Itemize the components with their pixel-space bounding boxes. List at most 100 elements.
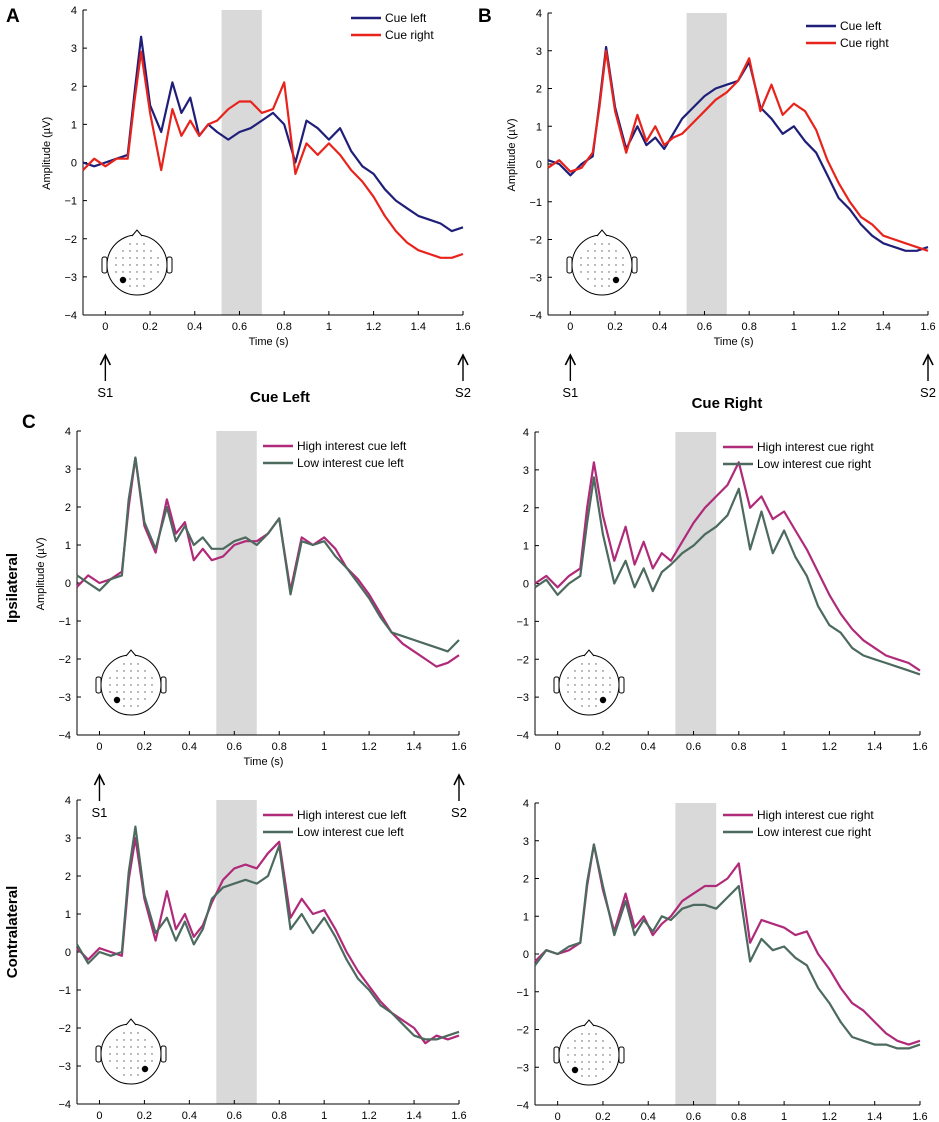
electrode-dot: [129, 285, 131, 287]
electrode-dot: [137, 1053, 139, 1055]
x-tick-label: 0.2: [595, 741, 610, 753]
electrode-dot: [595, 1075, 597, 1077]
y-tick-label: −4: [64, 310, 77, 322]
head-left-ear: [95, 676, 102, 694]
series-line-1: [534, 461, 921, 672]
y-axis-label: Amplitude (µV): [506, 118, 518, 191]
electrode-dot: [601, 243, 603, 245]
electrode-dot: [602, 1047, 604, 1049]
x-tick-label: 0.6: [697, 321, 712, 333]
electrode-dot: [581, 677, 583, 679]
electrode-dot: [144, 698, 146, 700]
electrode-dot: [602, 691, 604, 693]
electrode-dot: [143, 271, 145, 273]
electrode-dot: [116, 1067, 118, 1069]
electrode-dot: [581, 1047, 583, 1049]
x-tick-label: 0.2: [595, 1111, 610, 1122]
series-line-2: [76, 825, 460, 1041]
x-tick-label: 1: [326, 321, 332, 333]
electrode-dot: [136, 250, 138, 252]
electrode-dot: [609, 1047, 611, 1049]
electrode-dot: [609, 1054, 611, 1056]
electrode-dot: [130, 684, 132, 686]
y-tick-label: 2: [71, 81, 77, 93]
column-title-cue-right: Cue Right: [692, 395, 763, 412]
x-tick-label: 1: [321, 741, 327, 753]
electrode-dot: [151, 1046, 153, 1048]
electrode-dot: [137, 1067, 139, 1069]
legend-label-2: Cue right: [840, 36, 889, 50]
electrode-dot: [136, 257, 138, 259]
electrode-dot: [136, 264, 138, 266]
electrode-dot: [137, 670, 139, 672]
electrode-dot: [602, 1054, 604, 1056]
y-tick-label: −4: [58, 1099, 71, 1111]
series-line-1: [76, 836, 460, 1045]
x-tick-label: 1.4: [867, 1111, 882, 1122]
electrode-head-map: [553, 1019, 625, 1086]
electrode-dot: [615, 257, 617, 259]
x-tick-label: 0: [96, 741, 102, 753]
electrode-dot: [137, 698, 139, 700]
x-tick-label: 1: [781, 1111, 787, 1122]
electrode-dot: [130, 1053, 132, 1055]
y-tick-label: −4: [516, 730, 529, 742]
head-nose: [131, 229, 143, 237]
electrode-dot: [129, 271, 131, 273]
y-tick-label: −2: [58, 1023, 71, 1035]
y-tick-label: −1: [529, 197, 542, 209]
electrode-dot: [150, 271, 152, 273]
electrode-dot: [123, 677, 125, 679]
legend-label-2: Low interest cue right: [757, 457, 872, 471]
shaded-interval: [675, 432, 717, 735]
series-line-2: [534, 476, 921, 676]
electrode-dot: [123, 705, 125, 707]
electrode-dot: [581, 670, 583, 672]
y-tick-label: 3: [523, 465, 529, 477]
electrode-head-map: [553, 649, 625, 716]
electrode-dot: [130, 1074, 132, 1076]
electrode-dot: [594, 250, 596, 252]
electrode-dot: [116, 1053, 118, 1055]
head-left-ear: [566, 256, 573, 274]
electrode-dot: [115, 271, 117, 273]
event-label-s1: S1: [97, 385, 113, 400]
electrode-dot: [151, 684, 153, 686]
legend-label-1: Cue left: [385, 11, 427, 25]
electrode-dot: [574, 1040, 576, 1042]
electrode-dot: [137, 684, 139, 686]
event-label-s1: S1: [562, 385, 578, 400]
electrode-dot: [581, 1068, 583, 1070]
selected-electrode: [599, 696, 607, 704]
electrode-dot: [581, 663, 583, 665]
electrode-dot: [587, 257, 589, 259]
electrode-dot: [581, 1033, 583, 1035]
electrode-dot: [151, 691, 153, 693]
electrode-dot: [116, 1039, 118, 1041]
head-left-ear: [553, 676, 560, 694]
electrode-dot: [136, 278, 138, 280]
electrode-dot: [622, 271, 624, 273]
shaded-interval: [675, 803, 717, 1105]
electrode-dot: [588, 663, 590, 665]
y-tick-label: −3: [516, 1062, 529, 1074]
y-tick-label: 4: [536, 8, 542, 20]
event-label-s1: S1: [92, 805, 108, 820]
y-tick-label: 0: [523, 949, 529, 961]
electrode-dot: [587, 250, 589, 252]
y-tick-label: −4: [516, 1100, 529, 1112]
electrode-dot: [129, 257, 131, 259]
legend-label-2: Low interest cue left: [297, 825, 404, 839]
electrode-dot: [588, 705, 590, 707]
electrode-dot: [581, 705, 583, 707]
electrode-dot: [609, 677, 611, 679]
electrode-dot: [574, 684, 576, 686]
x-tick-label: 0.2: [137, 741, 152, 753]
electrode-dot: [130, 670, 132, 672]
electrode-dot: [587, 264, 589, 266]
electrode-dot: [137, 691, 139, 693]
electrode-dot: [143, 278, 145, 280]
y-tick-label: 4: [523, 427, 529, 439]
selected-electrode: [571, 1066, 579, 1074]
electrode-dot: [588, 691, 590, 693]
